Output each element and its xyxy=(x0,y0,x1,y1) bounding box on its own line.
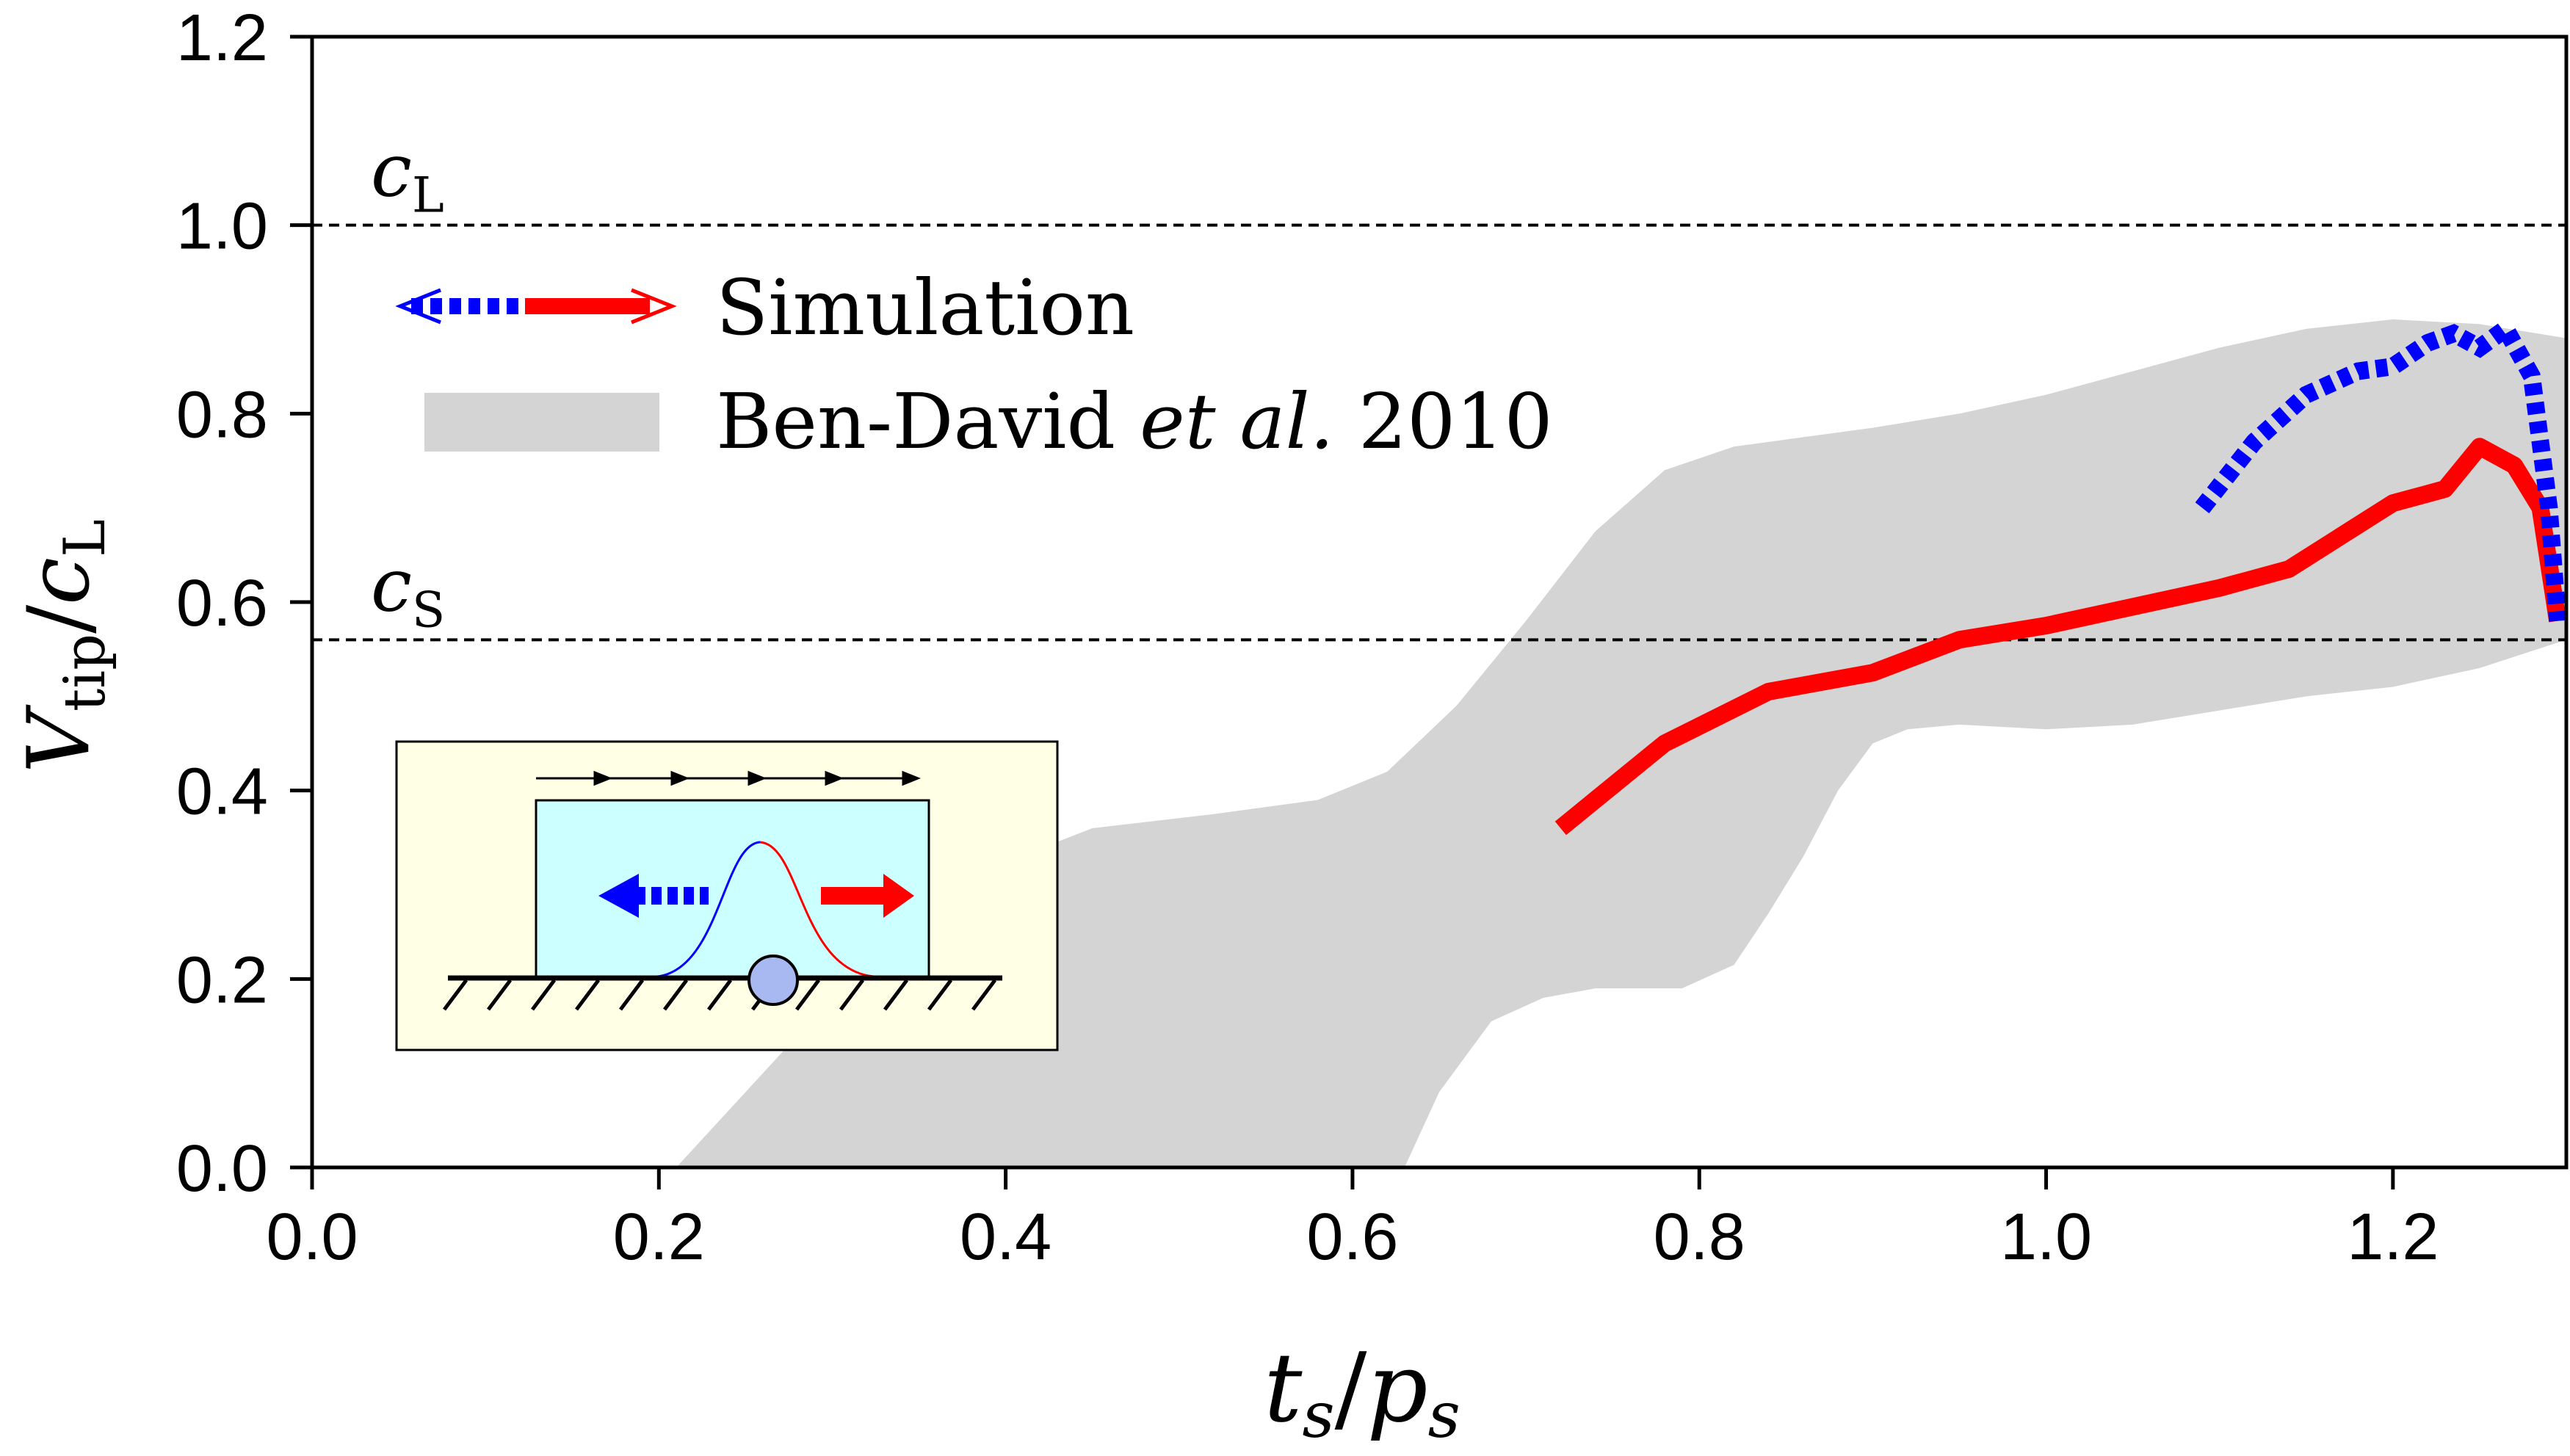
x-tick-label-1: 0.2 xyxy=(613,1200,705,1274)
y-tick-label-2: 0.4 xyxy=(176,756,268,829)
y-tick-label-0: 0.0 xyxy=(176,1132,268,1206)
x-axis-label: ts/ps xyxy=(1264,1332,1460,1452)
legend-label-simulation: Simulation xyxy=(716,263,1134,352)
series-line-0 xyxy=(1554,438,2567,836)
crack-propagation-schematic-icon xyxy=(395,740,1059,1051)
x-tick-label-6: 1.2 xyxy=(2347,1200,2439,1274)
band-area xyxy=(676,319,2566,1167)
pulse-left-half xyxy=(656,841,761,978)
pulse-right-half xyxy=(759,841,875,978)
y-axis-label: Vtip/cL xyxy=(10,519,118,773)
ref-label-cs: cS xyxy=(371,542,445,638)
x-tick-label-4: 0.8 xyxy=(1654,1200,1745,1274)
y-tick-label-5: 1.0 xyxy=(176,190,268,264)
reference-lines xyxy=(312,223,2566,642)
shear-arrows xyxy=(536,770,922,786)
experimental-band xyxy=(676,319,2566,1167)
x-tick-label-0: 0.0 xyxy=(266,1200,358,1274)
ticks: 0.0 0.2 0.4 0.6 0.8 1.0 1.2 0.0 0.2 0.4 0.6 0.8 1.0 1… xyxy=(176,1,2439,1274)
inset-right-arrow-icon xyxy=(821,874,914,918)
series-layer xyxy=(1554,316,2567,836)
contact-circle-icon xyxy=(748,955,799,1006)
x-tick-label-3: 0.6 xyxy=(1306,1200,1398,1274)
legend: Simulation Ben-David et al. 2010 xyxy=(395,263,1553,466)
y-tick-label-4: 0.8 xyxy=(176,378,268,452)
ref-label-cl: cL xyxy=(371,128,444,224)
legend-simulation-swatch xyxy=(395,288,677,325)
x-tick-label-5: 1.0 xyxy=(2000,1200,2092,1274)
y-tick-label-3: 0.6 xyxy=(176,567,268,640)
x-tick-label-2: 0.4 xyxy=(960,1200,1051,1274)
y-tick-label-1: 0.2 xyxy=(176,943,268,1017)
legend-label-bendavid: Ben-David et al. 2010 xyxy=(716,377,1553,466)
legend-band-swatch xyxy=(424,393,659,452)
y-tick-label-6: 1.2 xyxy=(176,1,268,75)
series-line-1 xyxy=(2195,316,2567,622)
inset-left-arrow-icon xyxy=(598,874,709,918)
ground-hatching xyxy=(443,979,996,1011)
